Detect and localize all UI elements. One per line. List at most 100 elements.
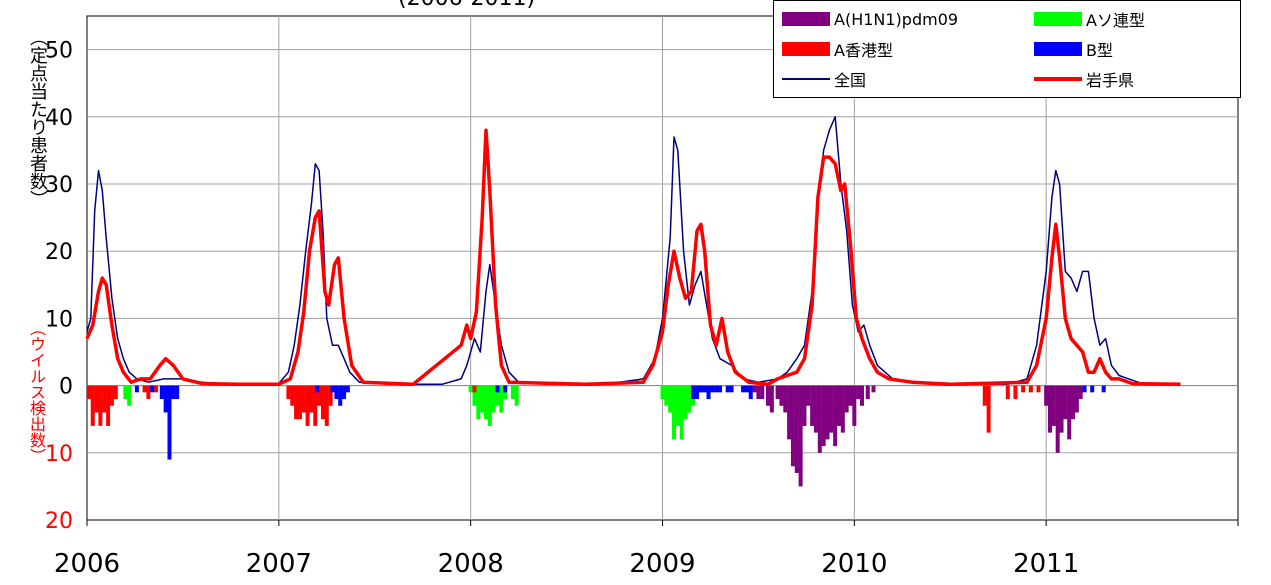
virus-bar: [90, 385, 95, 426]
virus-bar: [668, 385, 673, 413]
legend-item-iwate: 岩手県: [1034, 67, 1134, 91]
virus-bar: [468, 385, 473, 393]
legend-item-a-hongkong: A香港型: [782, 37, 893, 61]
y-tick-label: 20: [45, 240, 73, 265]
y-tick-label-virus: 20: [45, 509, 73, 534]
virus-bar: [710, 385, 715, 393]
virus-bar: [844, 385, 849, 413]
virus-bar: [687, 385, 692, 413]
virus-bar: [725, 385, 730, 393]
virus-bar: [698, 385, 703, 393]
y-axis-label-patients: （定点当たり患者数）: [27, 28, 48, 208]
virus-bar: [729, 385, 734, 393]
virus-bar: [109, 385, 114, 406]
virus-bar: [495, 385, 500, 406]
legend-label-a-soviet: Aソ連型: [1086, 11, 1145, 30]
series-line-iwate: [85, 128, 1181, 387]
virus-bar: [159, 385, 164, 400]
virus-bar: [810, 385, 815, 426]
virus-bar: [290, 385, 295, 406]
virus-bar: [146, 385, 151, 400]
virus-bar: [860, 385, 865, 406]
virus-bar: [813, 385, 818, 433]
legend-label-h1n1pdm: A(H1N1)pdm09: [834, 9, 959, 29]
virus-bar: [829, 385, 834, 433]
virus-bar: [836, 385, 841, 426]
virus-bar: [779, 385, 784, 406]
virus-bar: [98, 385, 103, 426]
x-tick-label: 2006: [54, 549, 120, 579]
y-tick-label: 40: [45, 106, 73, 131]
x-tick-label: 2008: [438, 549, 504, 579]
x-tick-label: 2009: [629, 549, 695, 579]
virus-bar: [1005, 385, 1010, 400]
virus-bar: [702, 385, 707, 393]
legend-swatch-b-type: [1034, 42, 1082, 56]
virus-bar: [982, 385, 987, 406]
virus-bar: [286, 385, 291, 400]
virus-bar: [769, 385, 774, 413]
virus-bar: [1067, 385, 1072, 440]
legend-label-iwate: 岩手県: [1086, 71, 1135, 90]
virus-bar: [802, 385, 807, 426]
virus-bar: [821, 385, 826, 447]
virus-bar: [1055, 385, 1060, 453]
virus-bar: [1101, 385, 1106, 393]
virus-bar: [338, 385, 343, 406]
virus-bar: [660, 385, 665, 400]
virus-bar: [142, 385, 147, 393]
x-tick-label: 2011: [1013, 549, 1079, 579]
virus-bar: [691, 385, 696, 400]
virus-bar: [102, 385, 107, 413]
chart-legend: A(H1N1)pdm09 Aソ連型 A香港型 B型 全国 岩手県: [773, 0, 1241, 98]
virus-bar: [315, 385, 320, 393]
virus-bar: [672, 385, 677, 440]
virus-bar: [852, 385, 857, 426]
virus-bar: [664, 385, 669, 406]
legend-item-h1n1pdm: A(H1N1)pdm09: [782, 7, 958, 31]
virus-bar: [1078, 385, 1083, 400]
virus-bar: [503, 385, 508, 393]
virus-bar: [317, 385, 322, 406]
virus-bar: [825, 385, 830, 440]
virus-bar: [330, 385, 335, 393]
virus-bar: [675, 385, 680, 426]
virus-bar: [1051, 385, 1056, 426]
y-tick-label: 10: [45, 307, 73, 332]
virus-bar: [848, 385, 853, 406]
legend-swatch-a-hongkong: [782, 42, 830, 56]
virus-bar: [487, 385, 492, 426]
legend-item-a-soviet: Aソ連型: [1034, 7, 1145, 31]
virus-bar: [752, 385, 757, 393]
virus-bar: [472, 385, 477, 393]
virus-bar: [790, 385, 795, 467]
virus-bar: [342, 385, 347, 400]
virus-bar: [476, 385, 481, 420]
virus-bar: [756, 385, 761, 400]
virus-bar: [1090, 385, 1095, 393]
virus-bar: [171, 385, 176, 400]
virus-bar: [1021, 385, 1026, 393]
x-tick-label: 2010: [821, 549, 887, 579]
y-tick-label: 0: [59, 375, 73, 400]
virus-bar: [510, 385, 515, 400]
virus-bar: [328, 385, 333, 406]
virus-bar: [1074, 385, 1079, 413]
virus-bar: [334, 385, 339, 400]
virus-bar: [766, 385, 771, 406]
virus-bar: [1028, 385, 1033, 393]
virus-bar: [499, 385, 504, 413]
virus-bar: [150, 385, 155, 393]
x-tick-label: 2007: [246, 549, 312, 579]
virus-bar: [472, 385, 477, 406]
virus-bar: [123, 385, 128, 400]
chart-title-fragment: (2006-2011): [398, 0, 535, 11]
y-tick-label: 30: [45, 173, 73, 198]
virus-bar: [748, 385, 753, 400]
virus-bar: [695, 385, 700, 400]
virus-bar: [683, 385, 688, 420]
virus-bar: [127, 385, 132, 406]
virus-bar: [783, 385, 788, 413]
virus-bar: [775, 385, 780, 400]
